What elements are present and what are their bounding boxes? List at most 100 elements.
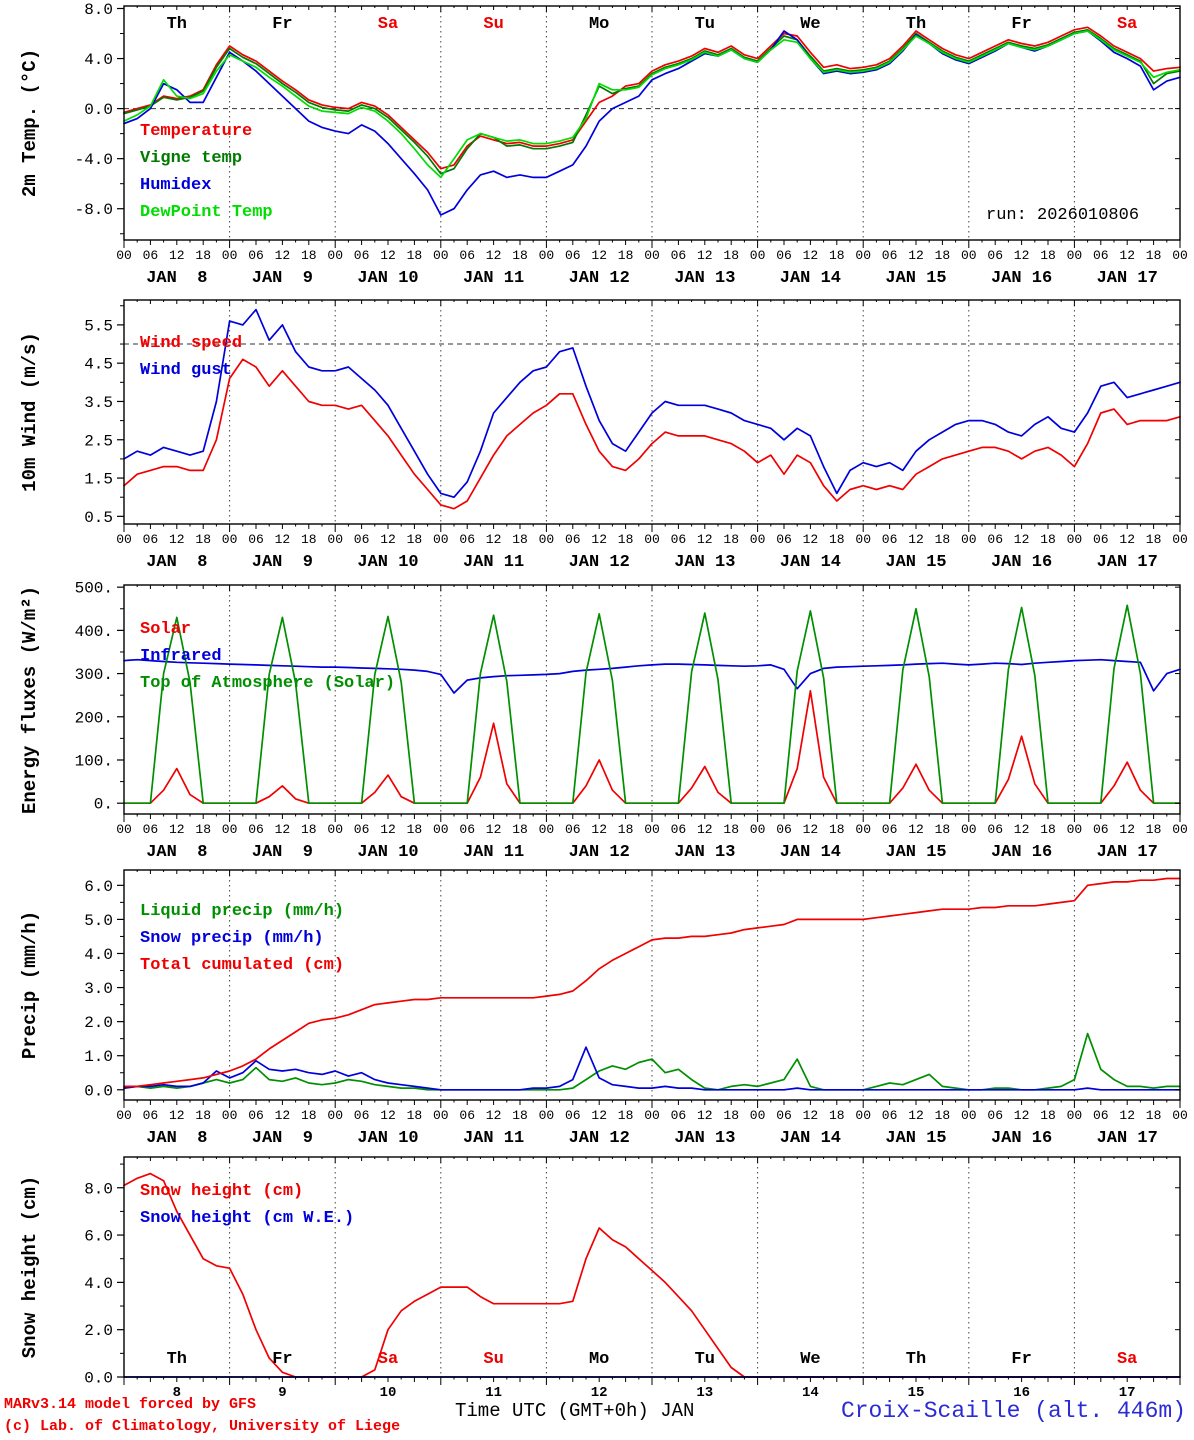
svg-text:12: 12: [697, 822, 713, 837]
svg-text:00: 00: [1172, 248, 1188, 263]
svg-text:00: 00: [539, 532, 555, 547]
svg-text:Th: Th: [906, 1350, 926, 1369]
svg-text:We: We: [800, 1350, 820, 1369]
legend-wind-gust: Wind gust: [140, 361, 232, 380]
svg-text:8.0: 8.0: [84, 1, 113, 19]
svg-text:12: 12: [697, 248, 713, 263]
svg-text:18: 18: [195, 1108, 211, 1123]
svg-text:JAN 8: JAN 8: [146, 1129, 207, 1148]
svg-text:00: 00: [433, 248, 449, 263]
svg-text:Sa: Sa: [1117, 1350, 1137, 1369]
svg-text:12: 12: [803, 1108, 819, 1123]
svg-text:06: 06: [1093, 532, 1109, 547]
svg-text:12: 12: [697, 532, 713, 547]
legend-snow-height-we: Snow height (cm W.E.): [140, 1209, 355, 1228]
svg-text:06: 06: [987, 532, 1003, 547]
legend-snow-precip: Snow precip (mm/h): [140, 929, 324, 948]
svg-text:12: 12: [803, 248, 819, 263]
svg-text:Su: Su: [483, 1350, 503, 1369]
svg-text:JAN 8: JAN 8: [146, 553, 207, 572]
svg-text:00: 00: [222, 1108, 238, 1123]
legend-toa-solar: Top of Atmosphere (Solar): [140, 674, 396, 693]
svg-text:06: 06: [459, 532, 475, 547]
svg-text:06: 06: [776, 1108, 792, 1123]
svg-text:12: 12: [1119, 248, 1135, 263]
svg-text:12: 12: [380, 822, 396, 837]
svg-text:JAN 12: JAN 12: [569, 843, 630, 862]
svg-text:18: 18: [1146, 1108, 1162, 1123]
svg-text:18: 18: [723, 822, 739, 837]
svg-text:12: 12: [275, 248, 291, 263]
svg-text:JAN 13: JAN 13: [674, 1129, 735, 1148]
svg-text:JAN 8: JAN 8: [146, 269, 207, 288]
svg-text:00: 00: [855, 822, 871, 837]
svg-text:18: 18: [829, 1108, 845, 1123]
svg-text:00: 00: [327, 532, 343, 547]
svg-text:12: 12: [169, 532, 185, 547]
legend-temperature: Temperature: [140, 122, 253, 141]
svg-text:Mo: Mo: [589, 15, 609, 34]
svg-text:JAN 15: JAN 15: [885, 553, 946, 572]
svg-text:06: 06: [671, 822, 687, 837]
svg-text:00: 00: [855, 248, 871, 263]
svg-text:06: 06: [987, 822, 1003, 837]
svg-text:Sa: Sa: [378, 15, 398, 34]
svg-text:06: 06: [776, 248, 792, 263]
svg-text:12: 12: [169, 248, 185, 263]
svg-text:0.5: 0.5: [84, 509, 113, 527]
svg-text:11: 11: [485, 1385, 502, 1401]
svg-text:18: 18: [935, 1108, 951, 1123]
svg-text:JAN 10: JAN 10: [357, 1129, 418, 1148]
svg-text:JAN 12: JAN 12: [569, 553, 630, 572]
svg-text:12: 12: [1014, 1108, 1030, 1123]
svg-text:06: 06: [882, 248, 898, 263]
svg-text:18: 18: [935, 532, 951, 547]
svg-text:Fr: Fr: [272, 1350, 292, 1369]
svg-text:06: 06: [565, 248, 581, 263]
svg-text:18: 18: [512, 1108, 528, 1123]
svg-text:00: 00: [222, 248, 238, 263]
svg-text:14: 14: [802, 1385, 819, 1401]
svg-text:12: 12: [591, 532, 607, 547]
svg-text:100.: 100.: [75, 752, 113, 770]
svg-text:00: 00: [961, 532, 977, 547]
svg-text:06: 06: [248, 532, 264, 547]
model-credit-line1: MARv3.14 model forced by GFS: [4, 1396, 257, 1413]
svg-text:18: 18: [618, 1108, 634, 1123]
svg-text:Tu: Tu: [695, 1350, 715, 1369]
svg-text:0.0: 0.0: [84, 1370, 113, 1388]
svg-text:18: 18: [1040, 532, 1056, 547]
svg-text:4.0: 4.0: [84, 51, 113, 69]
svg-text:18: 18: [407, 248, 423, 263]
svg-text:9: 9: [278, 1385, 286, 1401]
svg-text:18: 18: [407, 1108, 423, 1123]
svg-text:18: 18: [829, 248, 845, 263]
svg-text:18: 18: [1146, 532, 1162, 547]
svg-text:00: 00: [961, 822, 977, 837]
svg-text:06: 06: [354, 822, 370, 837]
svg-text:Th: Th: [167, 15, 187, 34]
temp-legend: Temperature Vigne temp Humidex DewPoint …: [140, 118, 273, 226]
svg-text:18: 18: [301, 822, 317, 837]
svg-text:00: 00: [750, 248, 766, 263]
legend-total-cumulated: Total cumulated (cm): [140, 956, 345, 975]
svg-text:12: 12: [380, 532, 396, 547]
svg-text:JAN 17: JAN 17: [1097, 269, 1158, 288]
svg-text:06: 06: [882, 822, 898, 837]
svg-text:06: 06: [776, 532, 792, 547]
svg-text:2.0: 2.0: [84, 1322, 113, 1340]
svg-text:JAN 16: JAN 16: [991, 843, 1052, 862]
svg-text:06: 06: [565, 1108, 581, 1123]
snow-legend: Snow height (cm) Snow height (cm W.E.): [140, 1178, 354, 1232]
svg-text:200.: 200.: [75, 709, 113, 727]
svg-text:JAN 13: JAN 13: [674, 843, 735, 862]
svg-text:18: 18: [935, 822, 951, 837]
wind-axis-label: 10m Wind (m/s): [19, 332, 41, 492]
svg-text:00: 00: [644, 532, 660, 547]
svg-text:00: 00: [644, 1108, 660, 1123]
energy-legend: Solar Infrared Top of Atmosphere (Solar): [140, 616, 395, 697]
svg-text:12: 12: [1119, 532, 1135, 547]
svg-text:06: 06: [987, 1108, 1003, 1123]
svg-text:300.: 300.: [75, 666, 113, 684]
svg-text:12: 12: [275, 1108, 291, 1123]
